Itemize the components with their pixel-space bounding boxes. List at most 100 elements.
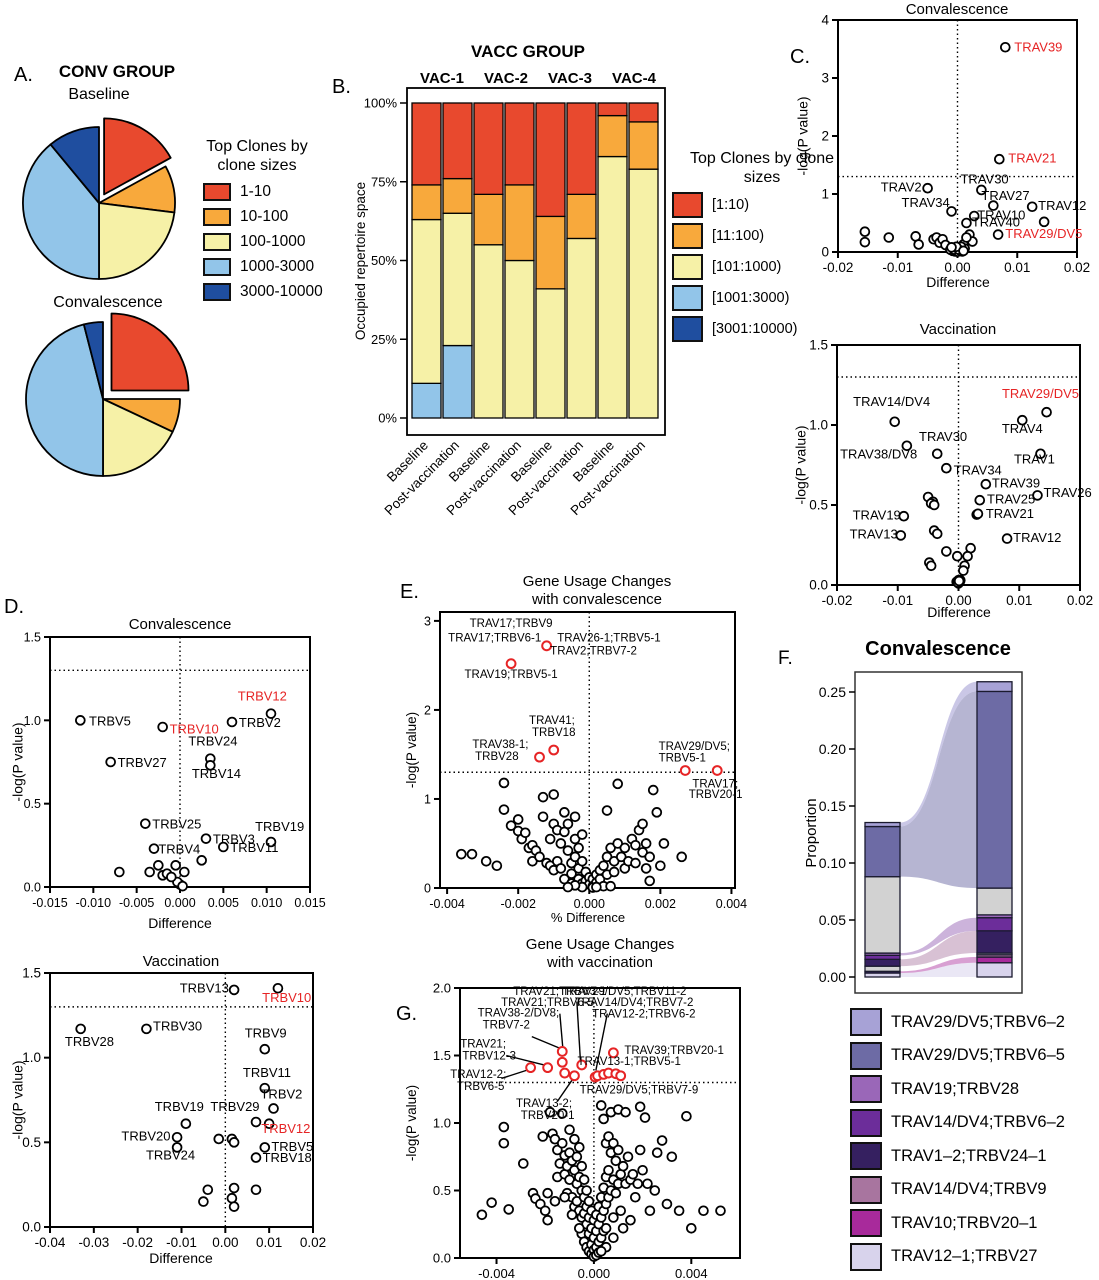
data-point — [141, 1023, 152, 1035]
x-tick-label: 0.00 — [212, 1235, 238, 1250]
legend-label: 10-100 — [240, 208, 289, 225]
point-label: TRAV39;TRBV20-1 — [624, 1045, 724, 1057]
point-label: TRBV19 — [155, 1099, 204, 1114]
legend-item: [1001:3000) — [672, 285, 797, 311]
c-top-title: Convalescence — [905, 1, 1009, 18]
point-label: TRBV5 — [271, 1139, 313, 1154]
data-point — [562, 818, 574, 830]
vac1-label: VAC-1 — [420, 70, 464, 87]
data-point — [105, 756, 116, 768]
data-point — [578, 1174, 590, 1185]
f-ylabel: Proportion — [803, 798, 821, 868]
significant-data-point — [576, 1059, 588, 1071]
x-tick-label: 0.000 — [578, 1266, 611, 1280]
y-tick-label: 0.5 — [809, 498, 828, 513]
point-label: TRBV24 — [188, 733, 237, 748]
data-point — [259, 1082, 271, 1094]
data-point — [259, 1142, 271, 1153]
data-point — [676, 851, 687, 863]
y-tick-label: 50% — [371, 253, 397, 268]
data-point — [651, 807, 663, 818]
x-tick-label: -0.01 — [882, 593, 913, 608]
bar-segment — [442, 177, 473, 214]
data-point — [637, 1164, 648, 1176]
point-label: TRAV4 — [1002, 421, 1043, 436]
point-label: TRAV13 — [850, 527, 898, 542]
g-title: Gene Usage Changes with vaccination — [525, 936, 675, 971]
c-bottom-title: Vaccination — [919, 321, 997, 338]
pie-slice — [49, 126, 100, 204]
x-tick-label: -0.004 — [429, 897, 464, 911]
data-point — [537, 791, 549, 803]
pie-slice — [102, 398, 174, 477]
legend-label: TRAV14/DV4;TRBV9 — [891, 1180, 1047, 1198]
data-point — [544, 833, 556, 845]
data-point — [961, 217, 972, 229]
data-point — [581, 1185, 592, 1196]
bar-segment — [473, 193, 504, 246]
legend-item: TRAV14/DV4;TRBV9 — [850, 1175, 1065, 1204]
x-tick-label: 0.01 — [1004, 260, 1030, 275]
y-tick-label: 3 — [424, 614, 431, 628]
point-label: TRAV29/DV5;TRBV7-9 — [580, 1084, 699, 1096]
data-point — [555, 838, 567, 849]
x-tick-label: 0.000 — [574, 897, 605, 911]
data-point — [476, 1209, 488, 1221]
data-point — [612, 1144, 624, 1156]
occupied-repertoire-axis-label: Occupied repertoire space — [353, 181, 369, 341]
alluvial-bar-segment — [864, 821, 901, 828]
data-point — [928, 499, 940, 511]
point-label: TRAV21 — [1008, 151, 1056, 166]
point-label: TRBV10 — [170, 722, 219, 737]
alluvial-bar-segment — [976, 681, 1013, 693]
data-point — [75, 1023, 86, 1035]
significant-data-point — [556, 1056, 568, 1068]
legend-item: 100-1000 — [203, 233, 323, 251]
data-point — [622, 1151, 634, 1163]
data-point — [1026, 201, 1038, 213]
data-point — [715, 1205, 726, 1217]
data-point — [512, 814, 524, 825]
data-point — [974, 494, 986, 506]
legend-swatch — [203, 258, 231, 276]
point-label: TRBV20-1 — [521, 1110, 575, 1122]
legend-swatch — [850, 1242, 882, 1271]
data-point — [564, 1124, 575, 1136]
legend-item: TRAV29/DV5;TRBV6–5 — [850, 1041, 1065, 1070]
bar-segment — [411, 102, 442, 186]
y-tick-label: 1.0 — [22, 1050, 41, 1065]
point-label: TRAV30 — [919, 429, 967, 444]
data-point — [198, 1196, 209, 1207]
data-point — [549, 1196, 561, 1207]
x-tick-label: 0.000 — [164, 896, 195, 910]
point-label: TRAV2 — [881, 180, 922, 195]
alluvial-plot: 0.25 0.20 0.15 0.10 0.05 0.00 — [819, 671, 1023, 994]
data-point — [647, 784, 659, 796]
point-label: TRAV39 — [992, 475, 1040, 490]
data-point — [639, 1112, 651, 1123]
legend-item: TRAV19;TRBV28 — [850, 1075, 1065, 1103]
point-label: TRAV19 — [853, 507, 901, 522]
y-tick-label: 100% — [364, 96, 398, 111]
data-point — [656, 1135, 668, 1146]
pie-slice — [82, 321, 104, 400]
legend-item: TRAV12–1;TRBV27 — [850, 1242, 1065, 1271]
data-point — [148, 843, 160, 854]
data-point — [630, 857, 641, 869]
legend-swatch — [850, 1142, 882, 1170]
data-point — [213, 1133, 225, 1145]
label-leader-line — [576, 1001, 582, 1063]
point-label: TRBV28 — [475, 751, 518, 763]
e-title: Gene Usage Changes with convalescence — [522, 573, 672, 608]
data-point — [640, 838, 652, 849]
legend-label: TRAV12–1;TRBV27 — [891, 1247, 1038, 1265]
y-tick-label: 0.25 — [819, 684, 846, 700]
point-label: TRAV14/DV4 — [853, 394, 930, 409]
data-point — [144, 866, 155, 878]
x-tick-label: -0.02 — [822, 593, 853, 608]
plot-frame — [439, 611, 736, 889]
significant-data-point — [679, 765, 691, 776]
x-tick-label: 0.02 — [1064, 260, 1090, 275]
point-label: TRAV29/DV5 — [1002, 386, 1079, 401]
data-point — [895, 530, 907, 541]
